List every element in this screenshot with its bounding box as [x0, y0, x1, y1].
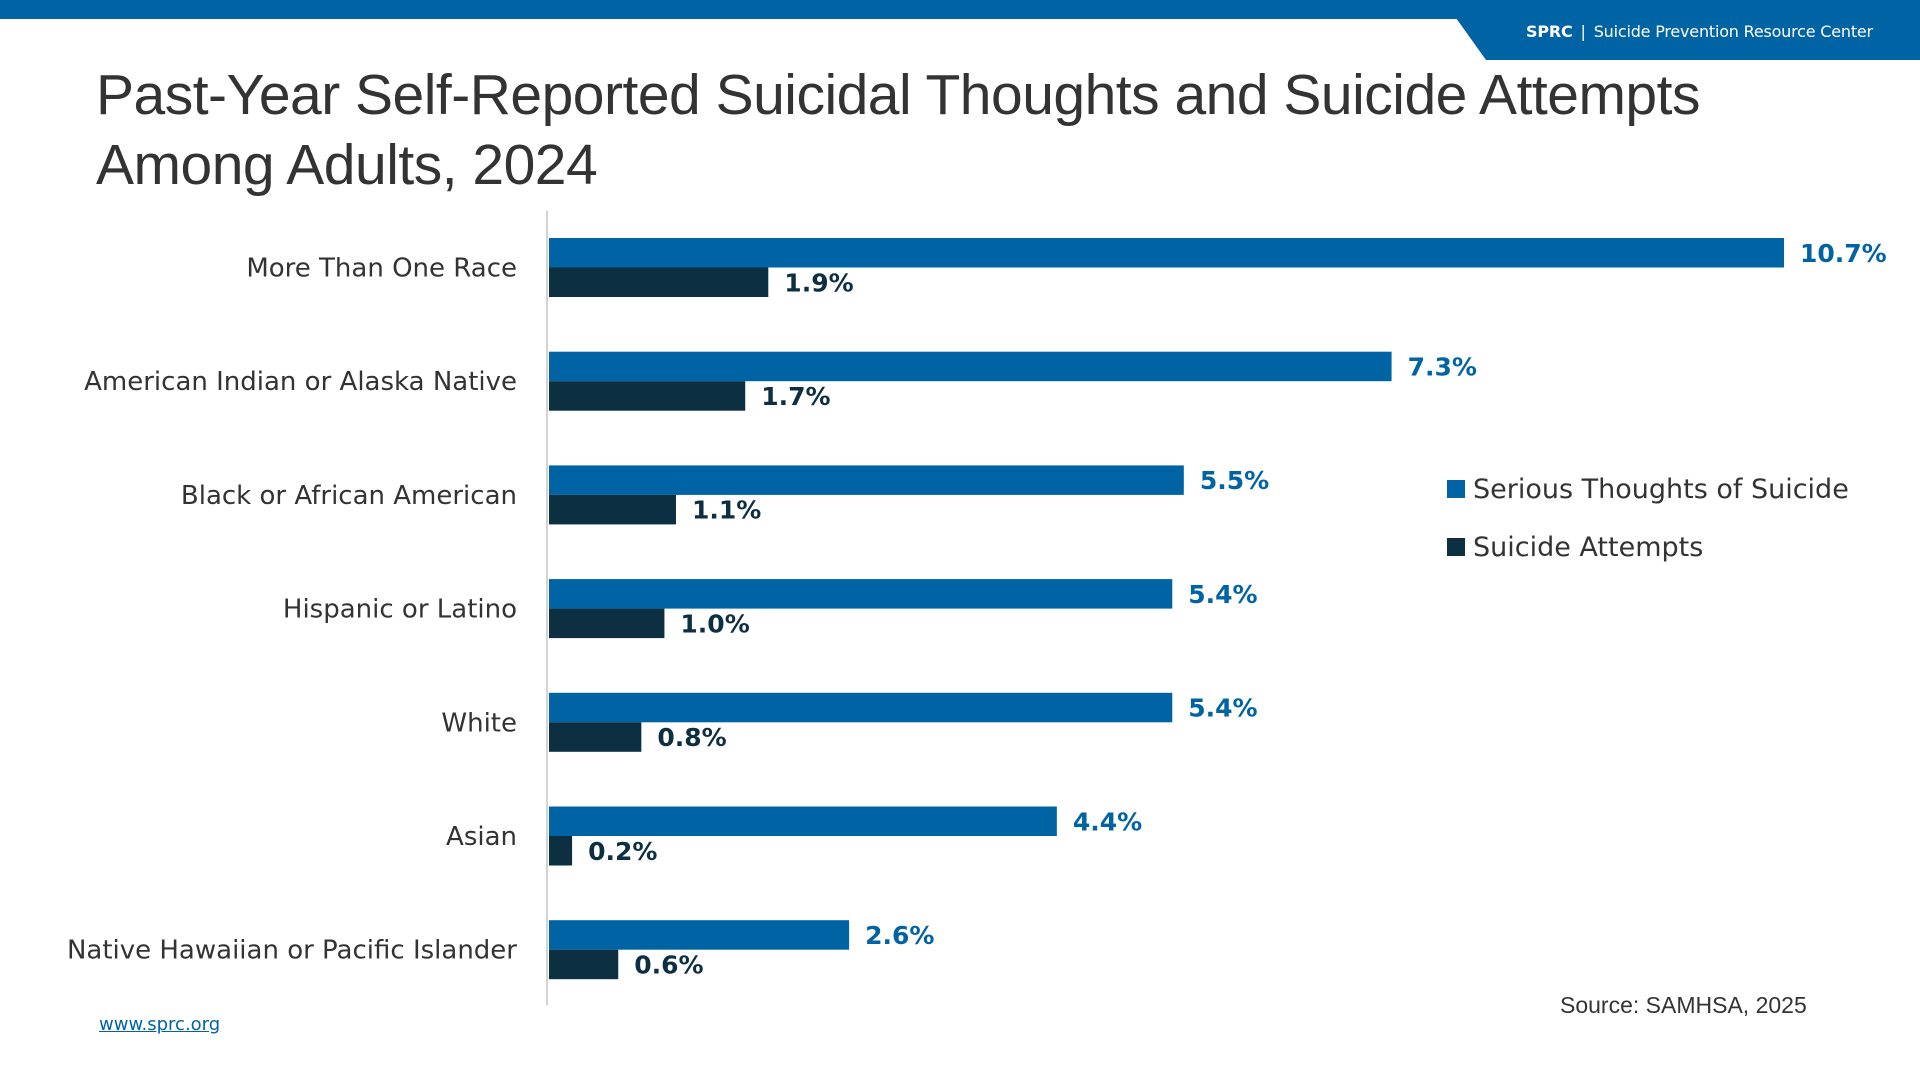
value-label-thoughts-black-or-african-american: 5.5% [1200, 466, 1269, 495]
category-label-black-or-african-american: Black or African American [181, 481, 517, 511]
brand-header: SPRC | Suicide Prevention Resource Center [1526, 22, 1873, 42]
bar-thoughts-black-or-african-american [549, 465, 1184, 495]
bar-attempts-native-hawaiian-or-pacific-islander [549, 949, 619, 980]
category-label-more-than-one-race: More Than One Race [246, 254, 517, 284]
website-link[interactable]: www.sprc.org [99, 1014, 221, 1035]
bar-attempts-more-than-one-race [549, 267, 769, 297]
bar-thoughts-more-than-one-race [549, 238, 1784, 268]
brand-abbreviation: SPRC [1526, 22, 1573, 41]
value-label-thoughts-hispanic-or-latino: 5.4% [1188, 580, 1257, 609]
bar-thoughts-american-indian-or-alaska-native [549, 351, 1392, 382]
value-label-thoughts-native-hawaiian-or-pacific-islander: 2.6% [865, 921, 934, 950]
category-label-american-indian-or-alaska-native: American Indian or Alaska Native [84, 367, 517, 397]
bar-thoughts-hispanic-or-latino [549, 579, 1173, 609]
brand-tab [1456, 18, 1920, 60]
category-label-hispanic-or-latino: Hispanic or Latino [283, 595, 517, 625]
bar-attempts-black-or-african-american [549, 494, 676, 525]
chart-title: Past-Year Self-Reported Suicidal Thought… [96, 60, 1796, 200]
value-label-attempts-american-indian-or-alaska-native: 1.7% [761, 382, 830, 411]
brand-name: Suicide Prevention Resource Center [1593, 22, 1873, 41]
legend-label: Serious Thoughts of Suicide [1473, 473, 1849, 505]
value-label-attempts-white: 0.8% [657, 723, 726, 752]
bar-attempts-hispanic-or-latino [549, 608, 665, 639]
value-label-thoughts-white: 5.4% [1188, 694, 1257, 723]
legend-swatch-blue [1447, 480, 1465, 498]
value-label-attempts-asian: 0.2% [588, 837, 657, 866]
chart-title-line-2: Among Adults, 2024 [96, 133, 598, 197]
value-label-attempts-native-hawaiian-or-pacific-islander: 0.6% [634, 950, 703, 979]
legend-label: Suicide Attempts [1473, 531, 1704, 563]
bar-thoughts-white [549, 692, 1173, 723]
value-label-thoughts-more-than-one-race: 10.7% [1800, 239, 1887, 268]
legend-swatch-navy [1447, 538, 1465, 556]
category-label-white: White [441, 708, 517, 738]
bar-attempts-american-indian-or-alaska-native [549, 381, 746, 411]
top-banner-bar [0, 0, 1920, 19]
legend-item-serious-thoughts: Serious Thoughts of Suicide [1447, 470, 1849, 508]
brand-separator: | [1580, 22, 1586, 41]
bar-attempts-asian [549, 836, 573, 866]
category-label-native-hawaiian-or-pacific-islander: Native Hawaiian or Pacific Islander [67, 936, 517, 966]
category-label-asian: Asian [446, 822, 517, 852]
value-label-attempts-hispanic-or-latino: 1.0% [680, 609, 749, 638]
bar-thoughts-native-hawaiian-or-pacific-islander [549, 920, 850, 950]
value-label-attempts-black-or-african-american: 1.1% [692, 496, 761, 525]
bar-attempts-white [549, 722, 642, 752]
bar-thoughts-asian [549, 806, 1057, 836]
legend-item-suicide-attempts: Suicide Attempts [1447, 528, 1849, 566]
value-label-thoughts-asian: 4.4% [1073, 807, 1142, 836]
value-label-thoughts-american-indian-or-alaska-native: 7.3% [1408, 352, 1477, 381]
value-labels: 10.7% 1.9% 7.3% 1.7% 5.5% 1.1% 5.4% 1.0% 5.4% 0.8… [588, 239, 1887, 980]
category-labels: More Than One Race American Indian or Ala… [67, 254, 517, 966]
bar-group [549, 238, 1784, 980]
value-label-attempts-more-than-one-race: 1.9% [784, 268, 853, 297]
source-citation: Source: SAMHSA, 2025 [1560, 992, 1807, 1018]
chart-title-line-1: Past-Year Self-Reported Suicidal Thought… [96, 63, 1700, 127]
chart-legend: Serious Thoughts of Suicide Suicide Atte… [1447, 470, 1849, 586]
